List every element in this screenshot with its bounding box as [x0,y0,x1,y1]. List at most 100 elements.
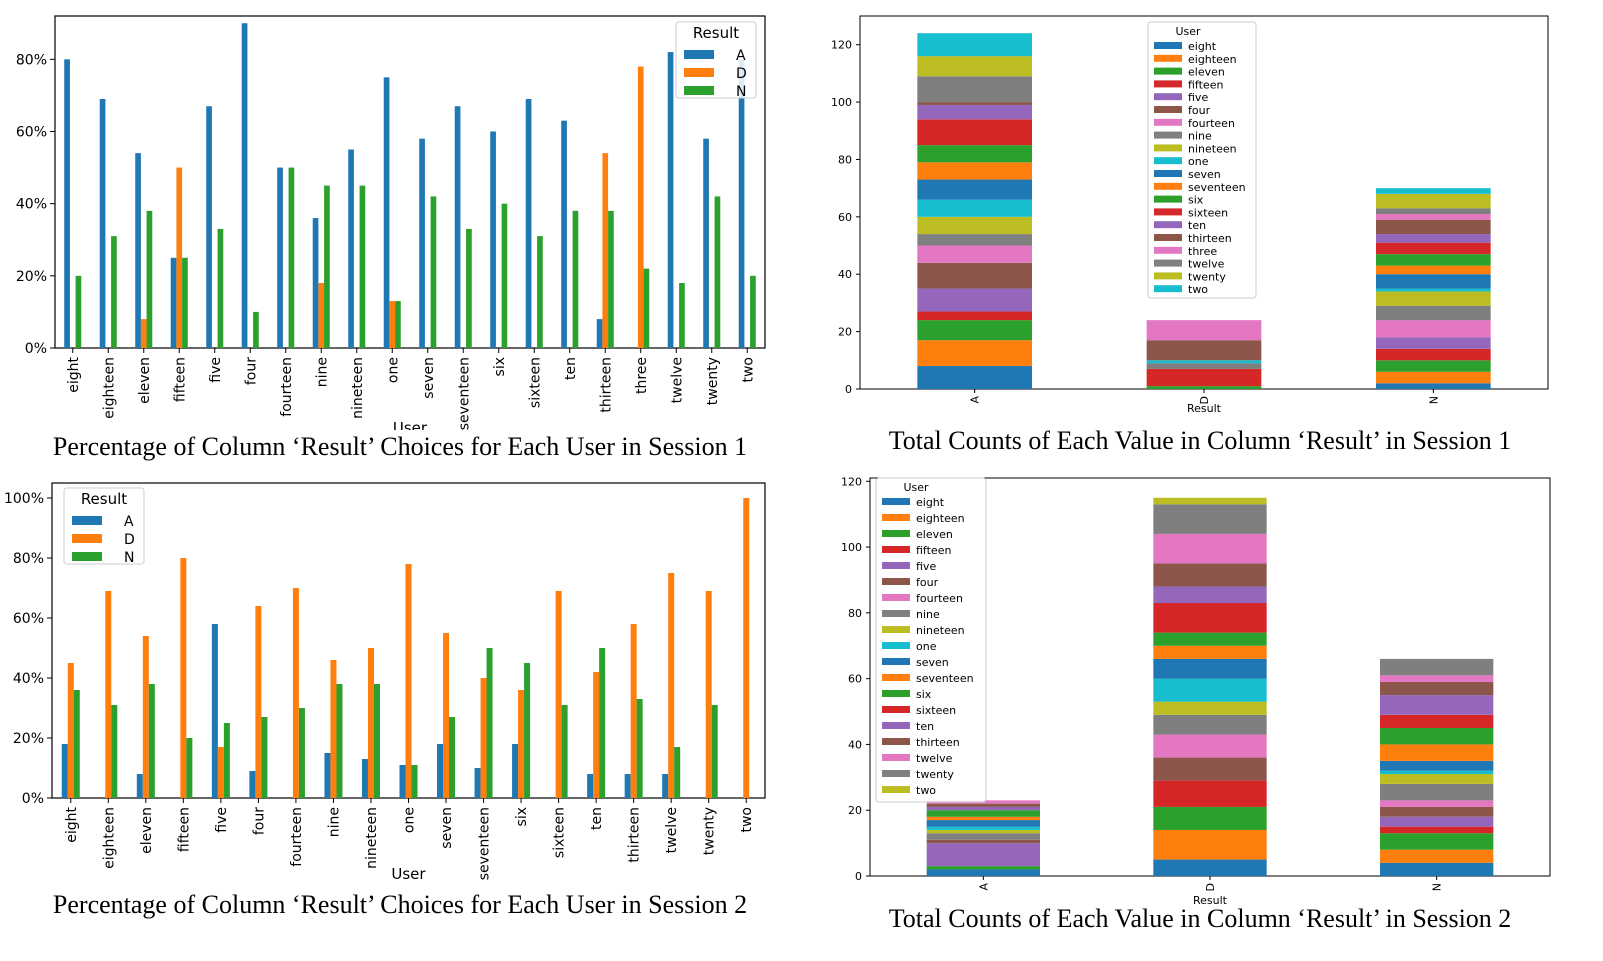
bar-N-seven [449,717,456,798]
segment-D-six [1153,632,1267,646]
segment-N-four [1380,806,1494,817]
x-tick-label: D [1204,883,1217,891]
bar-A-eighteen [99,99,106,348]
legend-label-twelve: twelve [1188,258,1225,271]
legend-swatch-twelve [882,754,910,761]
bar-N-one [411,765,418,798]
bar-D-six [518,690,525,798]
bar-A-two [738,59,745,348]
segment-N-eleven [1376,360,1491,372]
segment-D-fifteen [1153,780,1267,807]
legend-box [875,477,987,803]
bar-N-sixteen [537,236,543,348]
legend-label-N: N [736,84,746,100]
legend-swatch-four [1154,106,1182,113]
segment-N-eight [1380,862,1494,876]
y-tick-label: 80 [838,153,852,166]
bar-D-eleven [140,319,147,348]
bar-N-six [524,663,531,798]
legend-swatch-one [1154,157,1182,165]
segment-N-fifteen [1376,348,1491,361]
segment-D-seven [1153,658,1267,679]
legend-label-seven: seven [916,656,949,669]
segment-D-one [1153,678,1267,702]
y-tick-label: 20% [13,731,44,747]
bar-N-eleven [146,210,153,348]
x-tick-label: seventeen [477,807,493,880]
x-tick-label: sixteen [552,807,568,858]
x-tick-label: ten [589,807,605,830]
bar-A-eleven [135,153,141,348]
x-axis-label: Result [1187,402,1222,415]
y-tick-label: 0 [855,870,862,883]
x-tick-label: thirteen [627,807,643,863]
legend-swatch-N [684,86,714,95]
segment-N-two [1376,188,1491,194]
panel-session2-totals: 0 20 40 60 80 100 120 A D N Result User eight eightee… [800,466,1603,961]
legend-swatch-three [1154,246,1182,254]
legend-swatch-ten [1154,221,1182,229]
bar-D-fifteen [176,167,183,348]
legend-swatch-nine [1154,131,1182,139]
legend-swatch-nineteen [882,626,910,633]
segment-A-nineteen [917,216,1032,235]
bar-A-nine [324,753,331,798]
legend-swatch-five [1154,93,1182,101]
legend-swatch-thirteen [1154,234,1182,241]
bar-D-seventeen [480,678,487,798]
x-tick-label: six [492,357,508,376]
legend-label-four: four [916,576,939,589]
segment-D-two [1153,497,1267,505]
y-tick-label: 0% [22,791,44,807]
segment-A-thirteen [926,803,1040,807]
legend-label-two: two [916,784,936,797]
legend-label-D: D [736,66,747,82]
segment-D-nine [1153,714,1267,735]
segment-D-one [1146,360,1262,364]
bar-N-nineteen [373,684,380,798]
legend-label-nineteen: nineteen [916,624,965,637]
x-tick-label: sixteen [527,357,543,408]
legend-label-sixteen: sixteen [916,704,956,717]
panel-session2-percentage: 0% 20% 40% 60% 80% 100% eight eighteen eleven fif… [0,474,790,961]
segment-D-twelve [1153,533,1267,564]
segment-N-one [1380,770,1494,775]
legend-label-eleven: eleven [916,528,953,541]
legend-swatch-one [882,642,910,649]
y-tick-label: 0% [25,341,47,357]
segment-A-one [926,826,1040,830]
segment-D-three [1146,320,1262,341]
legend-box [63,487,145,565]
segment-A-one [917,199,1032,217]
legend-swatch-sixteen [882,706,910,713]
legend-label-eight: eight [1188,40,1217,53]
bar-N-eighteen [111,236,117,348]
bar-N-five [217,228,224,348]
segment-N-thirteen [1380,681,1494,696]
legend-label-twenty: twenty [916,768,954,781]
x-tick-label: nineteen [364,807,380,869]
x-tick-label: A [969,396,982,404]
bar-A-seven [437,744,444,798]
bar-A-twenty [703,138,709,348]
bar-N-six [501,203,508,348]
bar-N-four [261,717,268,798]
segment-N-eleven [1380,833,1494,850]
bar-N-fifteen [182,257,188,348]
y-tick-label: 120 [841,475,862,488]
chart-session1-percentage: 0% 20% 40% 60% 80% eight eighteen eleven fifteen… [16,15,766,437]
legend-label-thirteen: thirteen [1188,232,1232,245]
bar-A-five [206,106,212,348]
bar-A-one [383,77,390,348]
segment-A-eleven [917,320,1032,341]
segment-N-one [1376,288,1491,292]
bar-A-nine [312,218,319,348]
x-tick-label: N [1427,396,1440,404]
x-tick-label: twelve [664,807,680,853]
bar-A-eleven [136,774,143,798]
segment-A-thirteen [917,102,1032,105]
legend: User eighteighteenelevenfifteenfivefourfo… [1147,21,1257,299]
legend-swatch-seventeen [1154,182,1182,190]
legend-label-A: A [124,514,134,530]
segment-N-twelve [1380,675,1494,682]
